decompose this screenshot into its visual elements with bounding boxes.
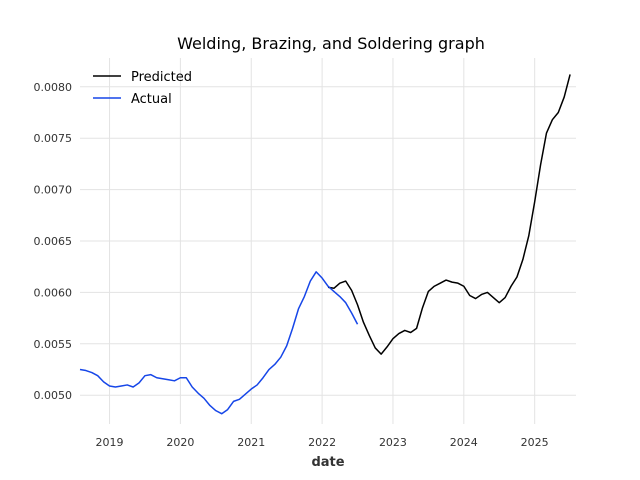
series-line-actual (79, 271, 359, 415)
x-tick-label: 2020 (166, 436, 194, 449)
y-tick-label: 0.0050 (34, 389, 73, 402)
x-axis-label: date (311, 455, 344, 470)
x-axis-ticks: 2019 2020 2021 2022 2023 2024 2025 (96, 436, 549, 449)
grid (80, 58, 576, 424)
y-tick-label: 0.0070 (34, 184, 73, 197)
x-tick-label: 2019 (96, 436, 124, 449)
y-tick-label: 0.0080 (34, 81, 73, 94)
chart-title: Welding, Brazing, and Soldering graph (177, 34, 485, 53)
x-tick-label: 2023 (379, 436, 407, 449)
y-tick-label: 0.0075 (34, 132, 73, 145)
y-tick-label: 0.0055 (34, 338, 73, 351)
x-tick-label: 2022 (308, 436, 336, 449)
x-tick-label: 2024 (450, 436, 478, 449)
y-tick-label: 0.0060 (34, 286, 73, 299)
series-line-predicted (327, 74, 571, 355)
legend-label-predicted: Predicted (131, 70, 192, 85)
legend: Predicted Actual (93, 70, 192, 107)
x-tick-label: 2025 (521, 436, 549, 449)
series-lines (79, 74, 571, 415)
y-tick-label: 0.0065 (34, 235, 73, 248)
legend-label-actual: Actual (131, 92, 172, 107)
y-axis-ticks: 0.0050 0.0055 0.0060 0.0065 0.0070 0.0075 0.00… (34, 81, 73, 402)
x-tick-label: 2021 (237, 436, 265, 449)
